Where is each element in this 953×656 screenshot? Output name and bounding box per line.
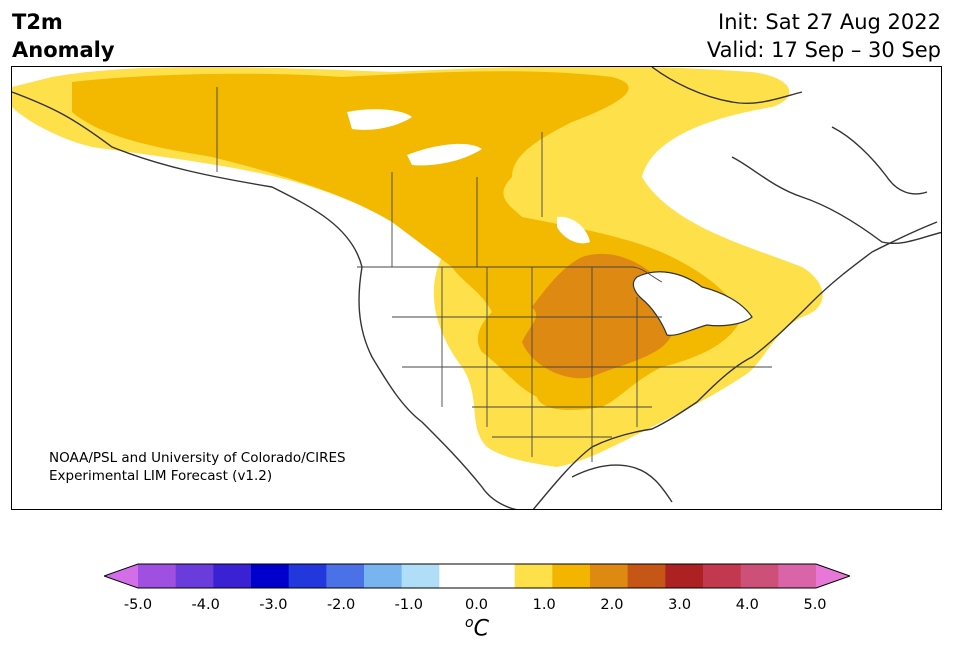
coastline <box>831 126 928 195</box>
colorbar-cell <box>213 564 252 588</box>
colorbar-cell <box>175 564 214 588</box>
coastline <box>571 464 673 503</box>
colorbar-cell <box>138 564 177 588</box>
tick-label: 2.0 <box>600 597 624 613</box>
lake <box>347 109 412 130</box>
title-line-1: T2m <box>12 10 63 34</box>
forecast-dates: Init: Sat 27 Aug 2022 Valid: 17 Sep – 30… <box>707 8 941 64</box>
colorbar-cell <box>251 564 290 588</box>
us-canada-border <box>357 266 663 283</box>
colorbar-cell <box>552 564 591 588</box>
tick-label: 5.0 <box>803 597 827 613</box>
attribution-line-1: NOAA/PSL and University of Colorado/CIRE… <box>49 450 346 466</box>
tick-label: 3.0 <box>668 597 692 613</box>
attribution-line-2: Experimental LIM Forecast (v1.2) <box>49 468 273 484</box>
colorbar-outline <box>104 563 850 589</box>
title-line-2: Anomaly <box>12 38 115 62</box>
map-title: T2m Anomaly <box>12 8 115 64</box>
coastline <box>12 91 517 509</box>
political-borders <box>216 87 772 462</box>
colorbar-under-arrow <box>104 564 138 588</box>
colorbar <box>104 563 850 589</box>
colorbar-cell <box>665 564 704 588</box>
colorbar-cell <box>326 564 365 588</box>
tick-label: -1.0 <box>394 597 423 613</box>
colorbar-cell <box>477 564 516 588</box>
init-date: Init: Sat 27 Aug 2022 <box>718 10 941 34</box>
tick-label: -4.0 <box>191 597 220 613</box>
colorbar-cell <box>401 564 440 588</box>
tick-label: 4.0 <box>735 597 759 613</box>
colorbar-tick-labels: -5.0 -4.0 -3.0 -2.0 -1.0 0.0 1.0 2.0 3.0 4.0 5.0 <box>0 597 953 617</box>
colorbar-cell <box>740 564 779 588</box>
coastline <box>651 67 803 105</box>
colorbar-cell <box>590 564 629 588</box>
tick-label: -5.0 <box>123 597 153 613</box>
colorbar-cell <box>288 564 327 588</box>
coastlines <box>12 67 941 509</box>
lake <box>557 216 590 244</box>
map-canvas <box>12 67 941 509</box>
attribution: NOAA/PSL and University of Colorado/CIRE… <box>49 449 346 485</box>
great-lakes <box>632 271 753 336</box>
colorbar-cell <box>514 564 553 588</box>
tick-label: 0.0 <box>464 597 489 613</box>
colorbar-cell <box>627 564 666 588</box>
unit-superscript: o <box>465 615 474 631</box>
valid-range: Valid: 17 Sep – 30 Sep <box>706 38 941 62</box>
tick-label: -2.0 <box>326 597 356 613</box>
unit-label: oC <box>465 615 489 641</box>
lake <box>407 143 482 166</box>
anomaly-map <box>11 66 942 510</box>
colorbar-cell <box>778 564 817 588</box>
colorbar-cells <box>138 564 817 588</box>
colorbar-cell <box>439 564 478 588</box>
tick-label: -3.0 <box>259 597 288 613</box>
unit-letter: C <box>473 616 489 642</box>
colorbar-over-arrow <box>816 564 850 588</box>
coastline <box>731 156 941 245</box>
colorbar-cell <box>703 564 742 588</box>
colorbar-cell <box>364 564 403 588</box>
tick-label: 1.0 <box>532 597 556 613</box>
